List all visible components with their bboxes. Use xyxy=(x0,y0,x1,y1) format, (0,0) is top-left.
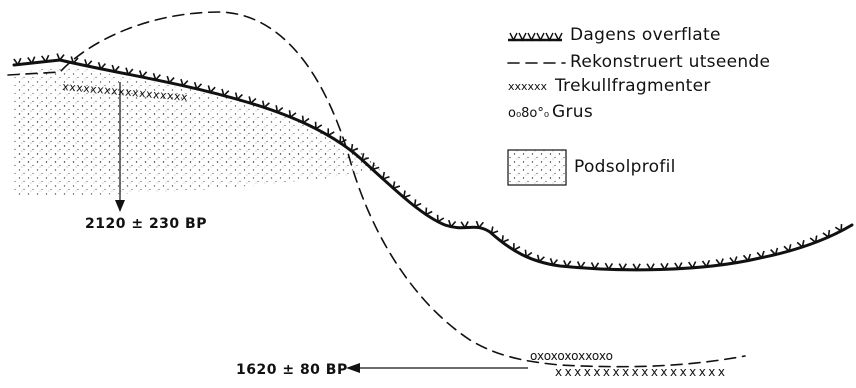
surface-tick xyxy=(207,85,216,94)
legend-tick xyxy=(545,32,554,42)
surface-tick xyxy=(152,72,161,82)
legend-surface-ticks xyxy=(509,32,563,42)
surface-tick xyxy=(475,220,484,230)
lower-date-arrowhead xyxy=(346,363,360,373)
surface-tick xyxy=(618,263,627,272)
surface-tick xyxy=(288,110,297,119)
upper-date-arrowhead xyxy=(115,200,125,212)
legend-charcoal-symbol: xxxxxx xyxy=(508,80,548,93)
surface-tick xyxy=(261,100,270,109)
surface-tick xyxy=(97,61,106,71)
surface-tick xyxy=(460,221,469,230)
surface-tick xyxy=(822,230,831,239)
legend-tick xyxy=(518,32,527,42)
legend-tick xyxy=(527,32,536,42)
legend-charcoal-label: Trekullfragmenter xyxy=(554,76,711,96)
surface-tick xyxy=(756,250,765,260)
surface-tick xyxy=(301,115,310,125)
surface-tick xyxy=(13,57,22,67)
surface-tick xyxy=(604,262,614,271)
legend-gravel-label: Grus xyxy=(552,102,593,122)
legend-podzol-label: Podsolprofil xyxy=(574,157,676,177)
reconstructed-surface-line xyxy=(7,11,746,368)
surface-tick xyxy=(27,56,36,65)
podzol-area-denser xyxy=(14,100,360,170)
surface-tick xyxy=(436,214,445,224)
surface-tick xyxy=(501,235,509,244)
surface-tick xyxy=(563,260,572,269)
surface-tick xyxy=(524,249,533,259)
legend: Dagens overflate Rekonstruert utseende x… xyxy=(507,25,770,186)
surface-tick xyxy=(715,258,724,267)
surface-tick xyxy=(796,240,805,249)
surface-tick xyxy=(361,153,370,162)
surface-tick xyxy=(576,261,586,270)
surface-tick xyxy=(646,263,655,272)
surface-tick xyxy=(166,75,175,85)
surface-tick xyxy=(447,219,457,229)
surface-tick xyxy=(701,259,711,269)
surface-tick xyxy=(392,181,401,190)
legend-surface-label: Dagens overflate xyxy=(570,25,721,45)
surface-tick xyxy=(549,258,558,267)
surface-tick xyxy=(138,70,148,79)
upper-date-label: 2120 ± 230 BP xyxy=(85,216,207,232)
surface-tick xyxy=(687,261,697,270)
surface-tick xyxy=(512,243,521,252)
surface-tick xyxy=(84,59,93,68)
legend-reconstructed-label: Rekonstruert utseende xyxy=(570,52,770,72)
surface-tick xyxy=(111,64,120,74)
surface-tick xyxy=(729,256,738,265)
surface-tick xyxy=(41,54,50,64)
legend-podzol-symbol xyxy=(507,149,567,186)
present-surface-line xyxy=(12,58,854,272)
surface-tick xyxy=(742,253,752,263)
surface-tick xyxy=(381,171,390,181)
surface-tick xyxy=(809,235,818,244)
surface-tick xyxy=(834,223,843,233)
surface-tick xyxy=(275,105,284,114)
surface-tick xyxy=(125,67,134,76)
present-surface-ticks xyxy=(13,53,843,272)
surface-tick xyxy=(590,262,600,271)
surface-tick xyxy=(674,262,683,271)
legend-gravel-symbol: o₀8o°₀ xyxy=(508,106,549,121)
surface-tick xyxy=(180,78,189,88)
surface-tick xyxy=(327,128,335,137)
lower-date-label: 1620 ± 80 BP xyxy=(236,362,348,378)
surface-tick xyxy=(660,262,669,271)
gravel-deposit-mark: oxoxoxoxxoxo xyxy=(530,349,613,363)
surface-tick xyxy=(56,53,65,62)
surface-tick xyxy=(193,81,203,91)
surface-tick xyxy=(632,263,641,272)
surface-tick xyxy=(371,162,380,171)
surface-tick xyxy=(350,143,359,153)
surface-tick xyxy=(490,226,499,235)
surface-tick xyxy=(783,244,792,253)
surface-tick xyxy=(234,92,243,101)
surface-tick xyxy=(221,88,230,98)
surface-tick xyxy=(314,121,323,131)
legend-tick xyxy=(536,32,545,42)
surface-tick xyxy=(70,56,79,65)
surface-tick xyxy=(413,199,422,208)
surface-tick xyxy=(536,254,545,264)
legend-tick xyxy=(554,32,563,42)
surface-tick xyxy=(402,190,411,199)
surface-tick xyxy=(770,247,779,257)
surface-tick xyxy=(248,96,257,105)
legend-tick xyxy=(509,32,518,42)
surface-tick xyxy=(425,207,433,216)
